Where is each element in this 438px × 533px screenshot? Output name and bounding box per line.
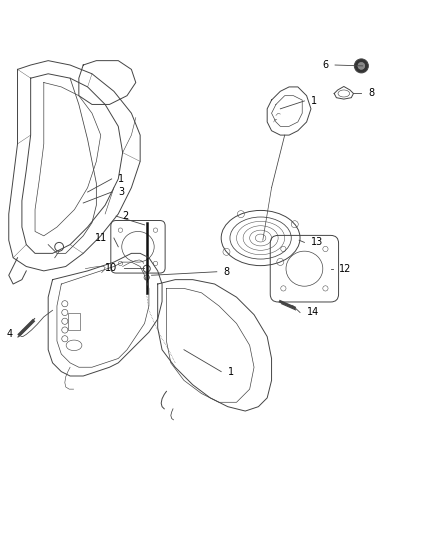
Text: 3: 3 xyxy=(118,187,124,197)
Circle shape xyxy=(358,62,365,69)
Text: 2: 2 xyxy=(123,211,129,221)
Text: 1: 1 xyxy=(118,174,124,184)
Text: 11: 11 xyxy=(95,233,107,243)
Text: 1: 1 xyxy=(228,367,234,377)
Text: 13: 13 xyxy=(311,237,323,247)
Text: 14: 14 xyxy=(307,308,319,318)
Text: 1: 1 xyxy=(311,96,317,106)
Bar xyxy=(68,313,80,330)
Text: 6: 6 xyxy=(322,60,328,70)
Text: 10: 10 xyxy=(105,263,117,273)
Text: 12: 12 xyxy=(339,264,352,273)
Text: 8: 8 xyxy=(368,88,374,99)
Text: 4: 4 xyxy=(7,329,13,340)
Text: 8: 8 xyxy=(223,266,230,277)
Circle shape xyxy=(354,59,368,73)
